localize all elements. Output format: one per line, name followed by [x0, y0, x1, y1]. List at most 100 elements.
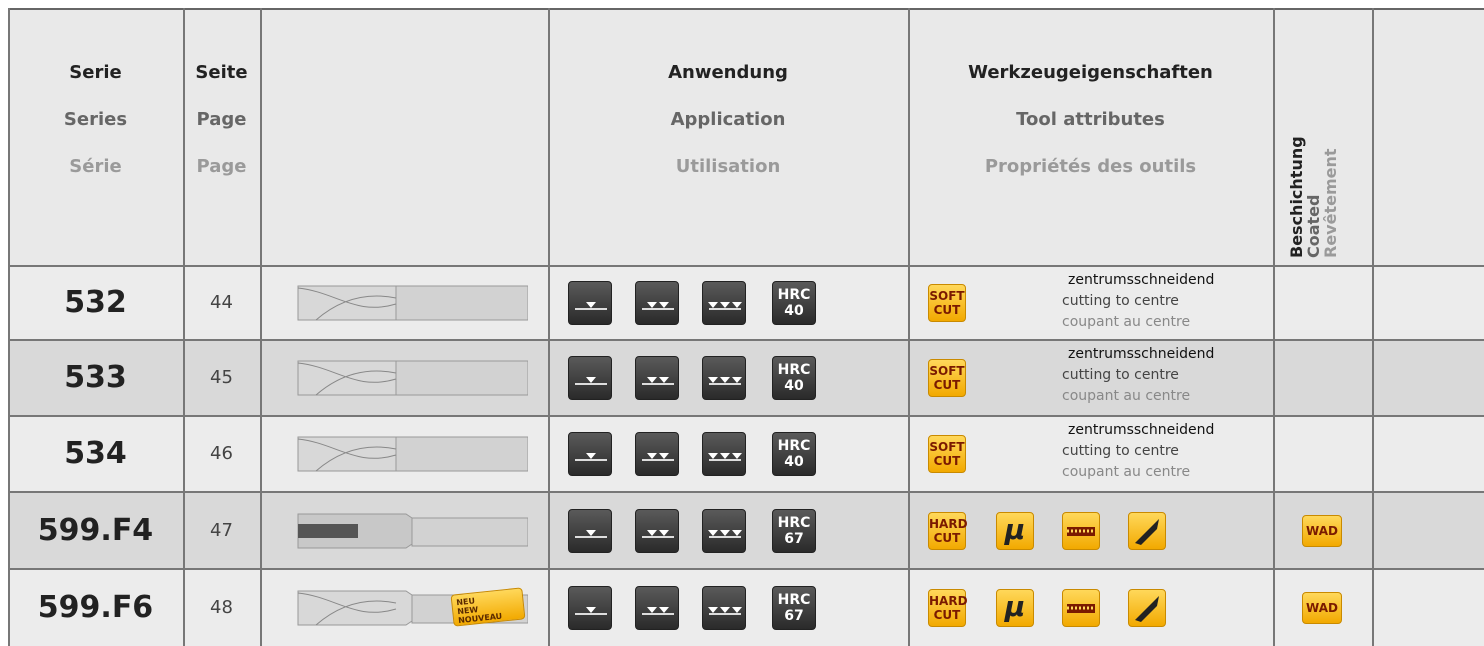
page-num: 46	[210, 443, 233, 464]
hrc-text: 40	[784, 454, 804, 470]
application-icon	[702, 508, 746, 553]
header-text: Seite	[195, 62, 248, 83]
cut-text: CUT	[933, 530, 961, 545]
application-icon	[568, 356, 612, 400]
application-icon	[568, 585, 612, 630]
application-icon	[702, 281, 746, 325]
cut-icon: SOFT CUT	[928, 284, 966, 322]
application-icon	[568, 432, 612, 476]
application-icon	[635, 585, 679, 630]
cut-text: SOFT	[929, 364, 965, 378]
cut-text: CUT	[933, 607, 961, 622]
col-line	[8, 8, 10, 646]
application-icon	[635, 356, 679, 400]
note: zentrumsschneidend	[1068, 272, 1215, 288]
note: zentrumsschneidend	[1068, 422, 1215, 438]
mu-icon: μ	[996, 511, 1034, 550]
row-line	[8, 339, 1484, 341]
row-bg	[8, 266, 1484, 340]
series: 534	[64, 436, 127, 471]
series: 533	[64, 360, 127, 395]
hrc-text: 67	[784, 530, 804, 547]
thread-icon	[1062, 588, 1100, 627]
header-coating: Revêtement	[1321, 148, 1340, 258]
application-icon	[568, 281, 612, 325]
application-icon	[568, 508, 612, 553]
cut-text: SOFT	[929, 440, 965, 454]
note: zentrumsschneidend	[1068, 346, 1215, 362]
hrc-icon: HRC 67	[772, 508, 816, 553]
hrc-icon: HRC 40	[772, 356, 816, 400]
page-num: 44	[210, 292, 233, 313]
cut-icon: HARD CUT	[928, 511, 968, 550]
row-bg	[8, 569, 1484, 646]
cut-icon: SOFT CUT	[928, 435, 966, 473]
hrc-text: 40	[784, 303, 804, 319]
col-line	[183, 8, 185, 646]
hrc-text: HRC	[777, 591, 811, 608]
header-text: Utilisation	[675, 156, 781, 177]
note: coupant au centre	[1062, 464, 1191, 480]
mu-icon: μ	[996, 588, 1034, 627]
col-line	[908, 8, 910, 646]
cut-icon: HARD CUT	[928, 588, 968, 627]
header-text: Werkzeugeigenschaften	[968, 62, 1213, 83]
cut-text: HARD	[929, 516, 968, 531]
coating-icon: WAD	[1302, 591, 1342, 624]
application-icon	[702, 356, 746, 400]
cut-text: SOFT	[929, 289, 965, 303]
tool-drawing	[296, 512, 529, 550]
new-badge: NEU NEW NOUVEAU	[450, 586, 526, 627]
row-bg	[8, 340, 1484, 416]
tool-drawing	[296, 284, 529, 322]
thread-icon	[1062, 511, 1100, 550]
header-text: Series	[63, 109, 128, 130]
hrc-text: 67	[784, 607, 804, 624]
cut-text: HARD	[929, 593, 968, 608]
slope-icon	[1128, 588, 1166, 627]
col-line	[260, 8, 262, 646]
header-text: Application	[670, 109, 786, 130]
col-line	[1372, 8, 1374, 646]
slope-icon	[1128, 511, 1166, 550]
application-icon	[702, 585, 746, 630]
series: 532	[64, 285, 127, 320]
row-bg	[8, 492, 1484, 569]
hrc-text: HRC	[777, 514, 811, 531]
border	[8, 8, 1484, 10]
header-text: Page	[196, 109, 247, 130]
cut-text: CUT	[933, 303, 961, 317]
series: 599.F6	[37, 589, 154, 625]
header-text: Serie	[69, 62, 122, 83]
header-text: Page	[196, 156, 247, 177]
row-bg	[8, 416, 1484, 492]
col-line	[1273, 8, 1275, 646]
hrc-text: HRC	[777, 438, 811, 454]
note: cutting to centre	[1062, 367, 1179, 383]
series: 599.F4	[37, 512, 154, 548]
hrc-text: 40	[784, 378, 804, 394]
cut-icon: SOFT CUT	[928, 359, 966, 397]
note: coupant au centre	[1062, 314, 1191, 330]
hrc-text: HRC	[777, 287, 811, 303]
tool-drawing	[296, 435, 529, 473]
hrc-text: HRC	[777, 362, 811, 378]
page-num: 47	[210, 519, 233, 541]
row-line	[8, 265, 1484, 267]
hrc-icon: HRC 67	[772, 585, 816, 630]
header-text: Propriétés des outils	[984, 156, 1197, 177]
row-line	[8, 491, 1484, 493]
hrc-icon: HRC 40	[772, 432, 816, 476]
application-icon	[635, 432, 679, 476]
coating-icon: WAD	[1302, 514, 1342, 547]
application-icon	[635, 281, 679, 325]
header-bg	[8, 8, 1484, 266]
application-icon	[702, 432, 746, 476]
note: cutting to centre	[1062, 443, 1179, 459]
cut-text: CUT	[933, 378, 961, 392]
row-line	[8, 568, 1484, 570]
hrc-icon: HRC 40	[772, 281, 816, 325]
application-icon	[635, 508, 679, 553]
cut-text: CUT	[933, 454, 961, 468]
